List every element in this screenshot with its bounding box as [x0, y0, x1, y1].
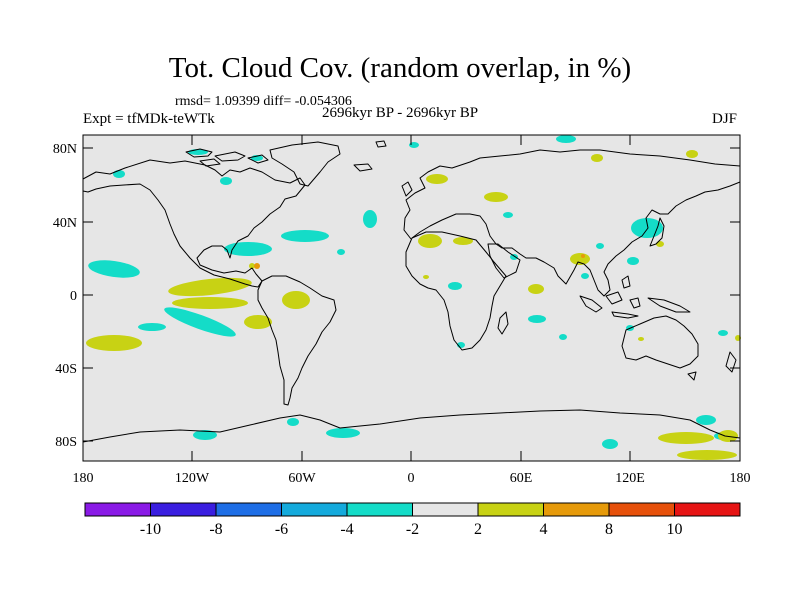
strong-positive-patch: [581, 254, 585, 258]
colorbar-label: -2: [406, 521, 419, 538]
map-background: [83, 135, 740, 461]
colorbar-swatch: [215, 502, 282, 517]
colorbar-label: 8: [605, 521, 613, 538]
colorbar-swatch: [477, 502, 544, 517]
colorbar-swatch: [281, 502, 348, 517]
colorbar-label: -4: [340, 521, 353, 538]
colorbar-swatch: [346, 502, 413, 517]
colorbar-labels: -10 -8 -6 -4 -2 2 4 8 10: [140, 521, 683, 538]
stats-text: rmsd= 1.09399 diff= -0.054306: [175, 94, 352, 109]
plot-title: Tot. Cloud Cov. (random overlap, in %): [168, 52, 632, 84]
colorbar-swatch: [84, 502, 151, 517]
lon-label: 120E: [615, 471, 645, 486]
map-ticks: [82, 135, 741, 461]
lat-label: 0: [70, 289, 77, 304]
colorbar-label: 4: [540, 521, 548, 538]
colorbar-swatch: [412, 502, 479, 517]
lat-label: 40N: [53, 216, 77, 231]
lat-label: 80N: [53, 142, 77, 157]
colorbar-label: 2: [474, 521, 482, 538]
colorbar-swatch: [674, 502, 741, 517]
strong-positive-patch: [254, 263, 260, 269]
coastlines: [82, 140, 741, 443]
colorbar: [84, 502, 741, 517]
lon-label: 60E: [510, 471, 533, 486]
colorbar-label: -10: [140, 521, 161, 538]
lon-label: 120W: [175, 471, 210, 486]
colorbar-label: 10: [667, 521, 683, 538]
colorbar-swatch: [543, 502, 610, 517]
colorbar-label: -8: [209, 521, 222, 538]
lon-label: 0: [408, 471, 415, 486]
colorbar-label: -6: [275, 521, 288, 538]
lat-label: 40S: [55, 362, 77, 377]
colorbar-swatch: [608, 502, 675, 517]
colorbar-swatch: [150, 502, 217, 517]
lon-label: 180: [73, 471, 94, 486]
lon-label: 180: [730, 471, 751, 486]
lat-label: 80S: [55, 435, 77, 450]
season-text: DJF: [712, 111, 738, 127]
period-text: 2696kyr BP - 2696kyr BP: [322, 105, 479, 121]
lon-label: 60W: [288, 471, 316, 486]
experiment-text: Expt = tfMDk-teWTk: [83, 111, 215, 127]
